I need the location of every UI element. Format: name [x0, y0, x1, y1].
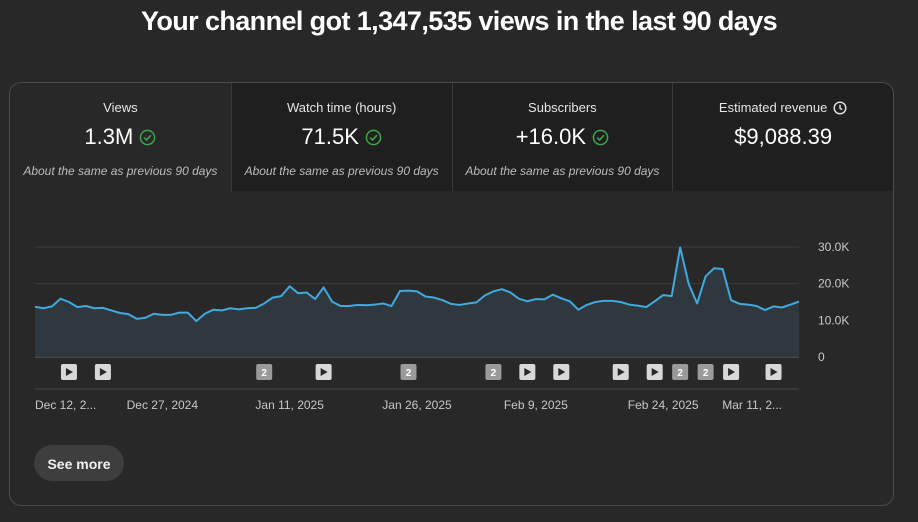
clock-icon[interactable] — [833, 101, 847, 115]
video-marker[interactable] — [553, 364, 570, 380]
x-tick-label: Jan 26, 2025 — [382, 398, 452, 412]
marker-count: 2 — [703, 368, 709, 379]
tab-watch-time[interactable]: Watch time (hours) 71.5K About the same … — [230, 83, 452, 191]
tab-value-text: 1.3M — [84, 124, 134, 149]
marker-count: 2 — [491, 368, 497, 379]
marker-box — [400, 364, 417, 380]
tab-comparison: About the same as previous 90 days — [23, 164, 218, 178]
video-marker[interactable] — [612, 364, 629, 380]
tab-value: 71.5K — [232, 124, 452, 150]
x-tick-label: Mar 11, 2... — [722, 398, 782, 412]
marker-count: 2 — [406, 368, 412, 379]
play-icon — [524, 368, 532, 376]
tab-comparison: About the same as previous 90 days — [465, 164, 660, 178]
upload-count-marker[interactable]: 2 — [400, 364, 417, 380]
tab-label-row: Estimated revenue — [673, 83, 893, 116]
page-title: Your channel got 1,347,535 views in the … — [140, 6, 778, 36]
tab-value-text: 71.5K — [301, 124, 359, 149]
video-marker[interactable] — [646, 364, 663, 380]
marker-box — [697, 364, 714, 380]
play-icon — [320, 368, 328, 376]
x-tick-label: Feb 9, 2025 — [504, 398, 568, 412]
y-tick-label: 30.0K — [818, 240, 849, 254]
play-icon — [558, 368, 566, 376]
tab-comparison: About the same as previous 90 days — [244, 164, 439, 178]
x-tick-label: Feb 24, 2025 — [628, 398, 699, 412]
tab-value-text: $9,088.39 — [734, 124, 833, 149]
tab-label: Estimated revenue — [718, 100, 828, 115]
video-marker[interactable] — [519, 364, 536, 380]
tab-estimated-revenue[interactable]: Estimated revenue $9,088.39 — [672, 83, 893, 191]
video-marker[interactable] — [315, 364, 332, 380]
play-icon — [617, 368, 625, 376]
tab-label: Watch time (hours) — [286, 100, 397, 115]
upload-count-marker[interactable]: 2 — [485, 364, 502, 380]
marker-box — [672, 364, 689, 380]
y-tick-label: 20.0K — [818, 277, 849, 291]
tab-value: $9,088.39 — [673, 124, 893, 150]
tab-value-text: +16.0K — [515, 124, 587, 149]
marker-box — [256, 364, 273, 380]
x-tick-label: Jan 11, 2025 — [255, 398, 324, 412]
marker-box — [485, 364, 502, 380]
video-marker[interactable] — [765, 364, 782, 380]
marker-count: 2 — [677, 368, 683, 379]
upload-count-marker[interactable]: 2 — [672, 364, 689, 380]
video-marker[interactable] — [60, 364, 77, 380]
check-circle-icon — [139, 129, 156, 145]
see-more-button[interactable]: See more — [34, 445, 124, 481]
play-icon — [99, 368, 107, 376]
check-circle-icon — [365, 129, 382, 145]
upload-count-marker[interactable]: 2 — [256, 364, 273, 380]
check-circle-icon — [592, 129, 609, 145]
tab-value: 1.3M — [10, 124, 231, 150]
views-chart[interactable]: 0 10.0K 20.0K 30.0K 2 2 2 2 2 Dec 12, 2... Dec 27,… — [10, 83, 893, 423]
tab-label: Views — [103, 100, 138, 115]
y-tick-label: 10.0K — [818, 313, 849, 327]
tab-value: +16.0K — [453, 124, 673, 150]
play-icon — [65, 368, 73, 376]
upload-count-marker[interactable]: 2 — [697, 364, 714, 380]
x-tick-label: Dec 12, 2... — [35, 398, 96, 412]
video-marker[interactable] — [723, 364, 740, 380]
tab-views[interactable]: Views 1.3M About the same as previous 90… — [10, 83, 231, 191]
marker-count: 2 — [261, 368, 267, 379]
series-area — [35, 247, 799, 357]
metric-tabs: Views 1.3M About the same as previous 90… — [10, 83, 893, 191]
play-icon — [728, 368, 736, 376]
play-icon — [770, 368, 778, 376]
y-tick-label: 0 — [818, 350, 825, 364]
video-marker[interactable] — [94, 364, 111, 380]
x-tick-label: Dec 27, 2024 — [127, 398, 199, 412]
tab-subscribers[interactable]: Subscribers +16.0K About the same as pre… — [451, 83, 673, 191]
series-line — [34, 246, 800, 323]
play-icon — [651, 368, 659, 376]
analytics-card: Views 1.3M About the same as previous 90… — [9, 82, 894, 506]
tab-label: Subscribers — [528, 100, 597, 115]
